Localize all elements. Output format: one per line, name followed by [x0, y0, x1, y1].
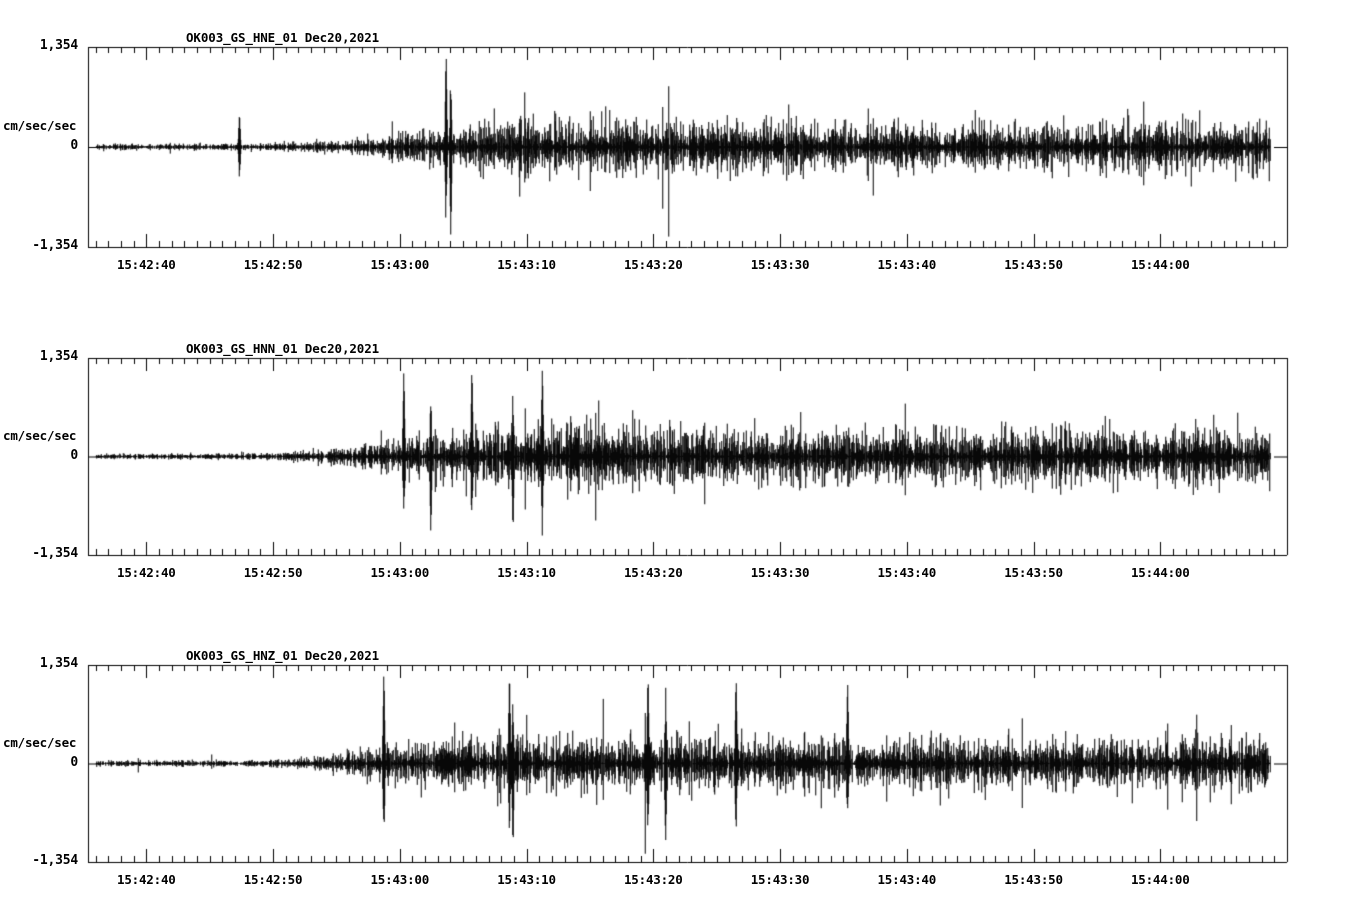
y-axis-min-label-hnn: -1,354 [32, 546, 78, 561]
panel-title-hnz: OK003_GS_HNZ_01 Dec20,2021 [186, 648, 380, 663]
x-axis-tick-label: 15:42:40 [116, 257, 176, 272]
x-axis-tick-label: 15:43:30 [750, 872, 810, 887]
x-axis-tick-label: 15:42:50 [243, 565, 303, 580]
x-axis-tick-label: 15:43:10 [497, 872, 556, 887]
x-axis-tick-label: 15:43:30 [750, 565, 810, 580]
x-axis-tick-label: 15:44:00 [1130, 565, 1190, 580]
x-axis-tick-label: 15:43:10 [497, 565, 556, 580]
panel-title-hne: OK003_GS_HNE_01 Dec20,2021 [186, 30, 380, 45]
y-axis-unit-label-hne: cm/sec/sec [3, 118, 77, 133]
x-axis-tick-label: 15:42:50 [243, 872, 303, 887]
y-axis-max-label-hnz: 1,354 [39, 656, 78, 671]
x-axis-tick-label: 15:43:00 [370, 872, 430, 887]
x-axis-tick-label: 15:43:20 [623, 565, 683, 580]
x-axis-tick-label: 15:43:50 [1004, 257, 1063, 272]
y-axis-max-label-hne: 1,354 [39, 38, 78, 53]
x-axis-tick-label: 15:44:00 [1130, 257, 1190, 272]
x-axis-tick-label: 15:43:20 [623, 257, 683, 272]
y-axis-zero-label-hnn: 0 [70, 447, 78, 463]
x-axis-tick-label: 15:43:40 [877, 257, 937, 272]
x-axis-tick-label: 15:43:50 [1004, 565, 1063, 580]
y-axis-zero-label-hnz: 0 [70, 754, 78, 770]
panel-title-hnn: OK003_GS_HNN_01 Dec20,2021 [186, 341, 380, 356]
waveform-plot-hne [0, 27, 1358, 267]
waveform-plot-hnn [0, 338, 1358, 575]
x-axis-tick-label: 15:43:00 [370, 565, 430, 580]
x-axis-tick-label: 15:43:20 [623, 872, 683, 887]
y-axis-min-label-hne: -1,354 [32, 238, 78, 253]
x-axis-tick-label: 15:44:00 [1130, 872, 1190, 887]
x-axis-tick-label: 15:43:50 [1004, 872, 1063, 887]
y-axis-min-label-hnz: -1,354 [32, 853, 78, 868]
y-axis-unit-label-hnz: cm/sec/sec [3, 734, 77, 750]
waveform-plot-hnz [0, 645, 1358, 882]
x-axis-tick-label: 15:43:40 [877, 872, 937, 887]
x-axis-tick-label: 15:42:40 [116, 872, 176, 887]
x-axis-tick-label: 15:42:50 [243, 257, 303, 272]
x-axis-tick-label: 15:43:30 [750, 257, 810, 272]
x-axis-tick-label: 15:43:40 [877, 565, 937, 580]
x-axis-tick-label: 15:43:10 [497, 257, 556, 272]
y-axis-max-label-hnn: 1,354 [39, 349, 78, 364]
x-axis-tick-label: 15:42:40 [116, 565, 176, 580]
y-axis-zero-label-hne: 0 [70, 138, 78, 153]
x-axis-tick-label: 15:43:00 [370, 257, 430, 272]
y-axis-unit-label-hnn: cm/sec/sec [3, 427, 77, 443]
